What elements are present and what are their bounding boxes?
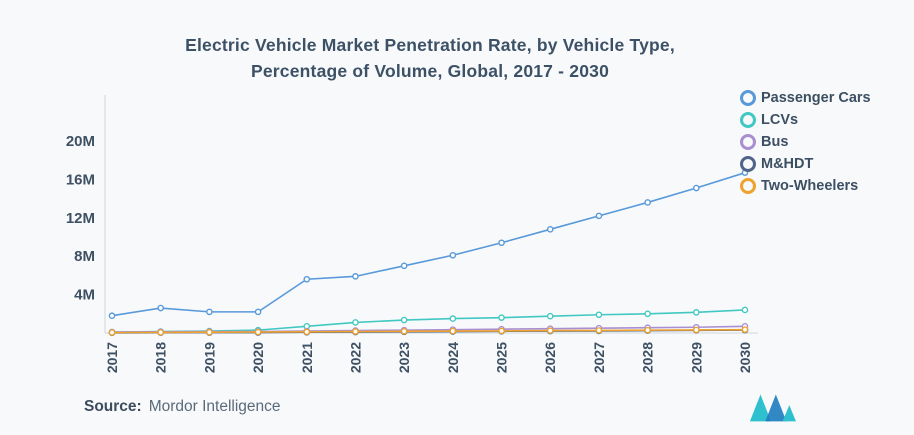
logo-shape-teal	[749, 394, 772, 422]
data-point-two-wheelers-2026[interactable]	[546, 327, 554, 334]
data-point-lcvs-2030[interactable]	[741, 306, 749, 314]
data-point-passenger-cars-2019[interactable]	[206, 308, 213, 316]
legend-label-m-hdt: M&HDT	[761, 155, 814, 172]
x-tick-2028: 2028	[640, 342, 656, 373]
data-point-passenger-cars-2020[interactable]	[254, 308, 262, 316]
data-point-lcvs-2024[interactable]	[449, 315, 457, 322]
logo-shape-teal-small	[782, 405, 796, 422]
legend-label-two-wheelers: Two-Wheelers	[761, 177, 859, 194]
data-point-two-wheelers-2017[interactable]	[108, 329, 116, 336]
y-tick-4M: 4M	[74, 287, 95, 304]
data-point-two-wheelers-2018[interactable]	[157, 329, 164, 336]
data-point-two-wheelers-2027[interactable]	[595, 327, 603, 334]
data-point-passenger-cars-2021[interactable]	[303, 275, 311, 283]
chart-title-line1: Electric Vehicle Market Penetration Rate…	[185, 35, 675, 55]
x-tick-2021: 2021	[299, 342, 315, 373]
x-tick-2029: 2029	[688, 342, 704, 373]
legend-item-two-wheelers[interactable]: Two-Wheelers	[740, 176, 871, 195]
x-tick-2027: 2027	[591, 342, 607, 373]
x-tick-2022: 2022	[347, 342, 363, 373]
legend-label-bus: Bus	[761, 133, 789, 150]
logo-shape-blue	[765, 394, 787, 422]
data-point-two-wheelers-2025[interactable]	[498, 327, 505, 335]
chart-title-line2: Percentage of Volume, Global, 2017 - 203…	[250, 61, 609, 81]
x-tick-2020: 2020	[250, 342, 266, 373]
data-point-two-wheelers-2019[interactable]	[206, 328, 213, 336]
data-point-lcvs-2029[interactable]	[693, 309, 700, 316]
legend-label-passenger-cars: Passenger Cars	[761, 89, 871, 106]
data-point-passenger-cars-2027[interactable]	[595, 212, 603, 220]
x-tick-2019: 2019	[201, 342, 217, 373]
x-tick-2024: 2024	[445, 342, 461, 373]
chart-title: Electric Vehicle Market Penetration Rate…	[0, 32, 860, 84]
data-point-lcvs-2022[interactable]	[352, 319, 359, 326]
x-tick-2023: 2023	[396, 342, 412, 373]
x-tick-2030: 2030	[737, 342, 753, 373]
y-tick-20M: 20M	[66, 133, 95, 150]
legend-marker-icon	[740, 155, 756, 172]
data-point-lcvs-2028[interactable]	[644, 310, 651, 318]
data-point-two-wheelers-2024[interactable]	[449, 327, 457, 335]
mordor-logo	[749, 394, 796, 422]
data-point-passenger-cars-2028[interactable]	[644, 199, 651, 206]
y-tick-16M: 16M	[66, 171, 95, 188]
data-point-two-wheelers-2022[interactable]	[352, 328, 359, 335]
series-line-two-wheelers	[111, 328, 746, 334]
data-point-two-wheelers-2021[interactable]	[303, 328, 311, 336]
data-point-passenger-cars-2022[interactable]	[352, 273, 359, 280]
legend-item-lcvs[interactable]: LCVs	[740, 110, 871, 129]
x-tick-2026: 2026	[542, 342, 558, 373]
data-point-passenger-cars-2017[interactable]	[108, 312, 116, 320]
data-point-two-wheelers-2029[interactable]	[693, 326, 700, 334]
legend-marker-icon	[740, 177, 756, 194]
y-tick-8M: 8M	[74, 248, 95, 265]
x-tick-2017: 2017	[104, 342, 120, 373]
data-point-passenger-cars-2025[interactable]	[498, 239, 505, 247]
x-tick-2018: 2018	[153, 342, 169, 373]
legend-item-passenger-cars[interactable]: Passenger Cars	[740, 88, 871, 107]
data-point-passenger-cars-2018[interactable]	[157, 304, 164, 312]
data-point-lcvs-2025[interactable]	[498, 314, 505, 321]
source-label: Source:	[84, 398, 142, 415]
data-point-two-wheelers-2023[interactable]	[400, 327, 408, 335]
series-line-passenger-cars	[111, 171, 746, 317]
y-tick-12M: 12M	[66, 210, 95, 227]
legend-marker-icon	[740, 133, 756, 150]
legend-item-bus[interactable]: Bus	[740, 132, 871, 151]
data-point-passenger-cars-2026[interactable]	[546, 226, 554, 233]
data-point-two-wheelers-2030[interactable]	[741, 326, 749, 333]
data-point-lcvs-2027[interactable]	[595, 311, 603, 319]
data-point-two-wheelers-2020[interactable]	[254, 328, 262, 336]
legend-label-lcvs: LCVs	[761, 111, 799, 128]
data-point-passenger-cars-2029[interactable]	[693, 184, 700, 192]
x-tick-2025: 2025	[494, 342, 510, 373]
data-point-passenger-cars-2023[interactable]	[400, 262, 408, 270]
legend: Passenger Cars LCVs Bus M&HDT Two-Wheelers	[740, 88, 871, 195]
legend-item-m-hdt[interactable]: M&HDT	[740, 154, 871, 173]
data-point-lcvs-2023[interactable]	[400, 316, 408, 324]
legend-marker-icon	[740, 89, 756, 106]
source-line: Source: Mordor Intelligence	[84, 398, 281, 416]
source-value: Mordor Intelligence	[148, 398, 281, 415]
data-point-passenger-cars-2024[interactable]	[449, 251, 457, 259]
data-point-lcvs-2026[interactable]	[546, 312, 554, 320]
data-point-two-wheelers-2028[interactable]	[644, 326, 651, 334]
legend-marker-icon	[740, 111, 756, 128]
